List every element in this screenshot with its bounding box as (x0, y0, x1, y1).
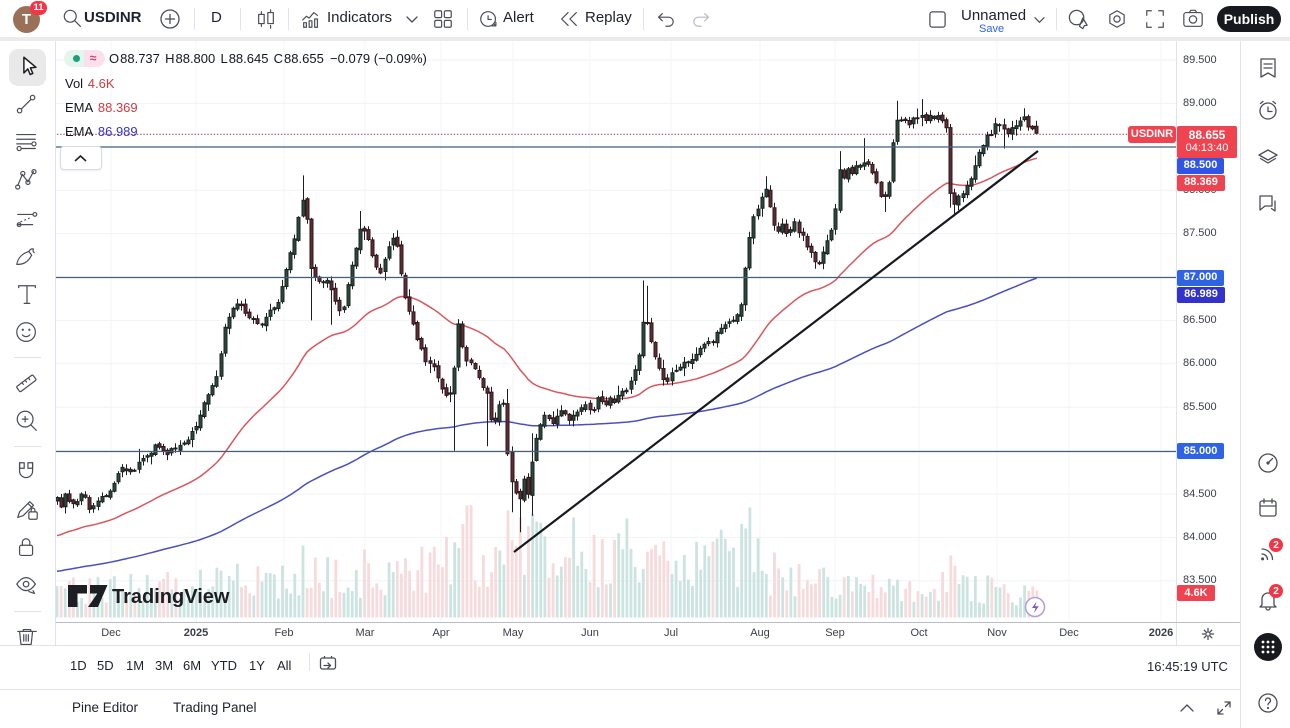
svg-text:TradingView: TradingView (112, 586, 230, 608)
